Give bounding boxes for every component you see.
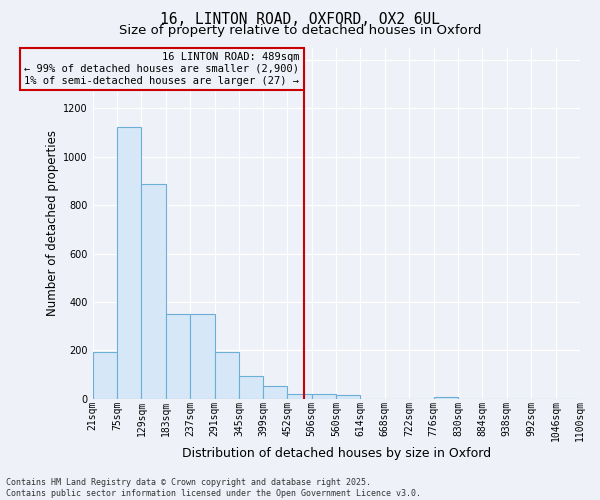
Bar [215, 352, 239, 399]
Y-axis label: Number of detached properties: Number of detached properties [46, 130, 59, 316]
Text: Contains HM Land Registry data © Crown copyright and database right 2025.
Contai: Contains HM Land Registry data © Crown c… [6, 478, 421, 498]
Bar [434, 396, 458, 399]
Bar [263, 386, 287, 399]
Bar [190, 314, 215, 399]
Text: 16, LINTON ROAD, OXFORD, OX2 6UL: 16, LINTON ROAD, OXFORD, OX2 6UL [160, 12, 440, 28]
Bar [142, 184, 166, 399]
Bar [311, 394, 336, 399]
Text: 16 LINTON ROAD: 489sqm
← 99% of detached houses are smaller (2,900)
1% of semi-d: 16 LINTON ROAD: 489sqm ← 99% of detached… [25, 52, 299, 86]
Bar [117, 128, 142, 399]
Bar [239, 376, 263, 399]
Bar [166, 314, 190, 399]
Text: Size of property relative to detached houses in Oxford: Size of property relative to detached ho… [119, 24, 481, 37]
X-axis label: Distribution of detached houses by size in Oxford: Distribution of detached houses by size … [182, 447, 491, 460]
Bar [92, 352, 117, 399]
Bar [336, 396, 361, 399]
Bar [287, 394, 311, 399]
